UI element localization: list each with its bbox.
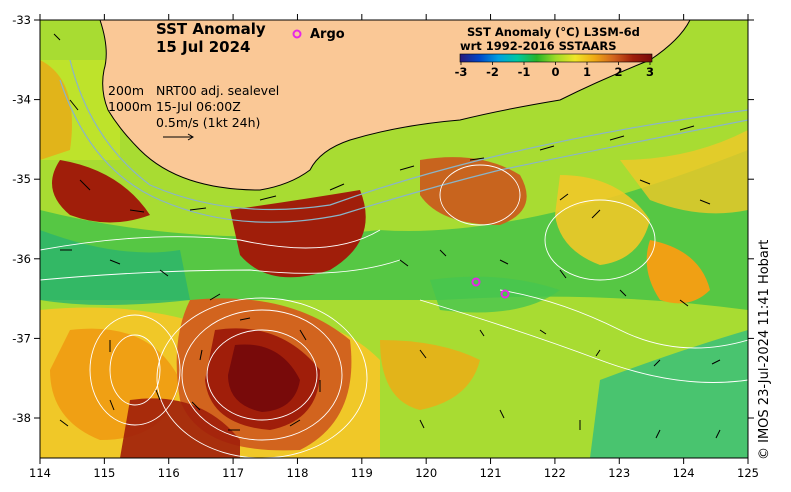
argo-legend-icon [292,29,302,39]
longitude-tick-label: 122 [544,466,566,480]
longitude-tick-label: 119 [351,466,373,480]
argo-legend-label: Argo [310,27,345,42]
colorbar-title-2: wrt 1992-2016 SSTAARS [460,39,617,53]
contour-legend-200m: 200m [108,83,144,98]
latitude-tick-label: -35 [12,172,31,186]
argo-float-2 [500,289,510,299]
vector-scale-label: 0.5m/s (1kt 24h) [156,115,260,130]
latitude-tick-label: -36 [12,252,31,266]
land-mass [99,20,691,191]
longitude-tick-label: 118 [286,466,308,480]
longitude-axis: 114 115 116 117 118 119 120 121 122 123 124 125 [29,14,759,480]
credit-text: © IMOS 23-Jul-2024 11:41 Hobart [757,239,772,460]
latitude-tick-label: -38 [12,411,31,425]
contour-legend-1000m: 1000m [108,99,152,114]
sealevel-label: NRT00 adj. sealevel [156,83,279,98]
colorbar-ticks: -3 -2 -1 0 1 2 3 [455,62,654,79]
longitude-tick-label: 121 [480,466,502,480]
longitude-tick-label: 116 [158,466,180,480]
map-title-line2: 15 Jul 2024 [156,38,250,56]
longitude-tick-label: 124 [673,466,695,480]
colorbar-tick-label: 2 [614,65,622,79]
longitude-tick-label: 117 [222,466,244,480]
latitude-tick-label: -37 [12,331,31,345]
colorbar [459,53,653,63]
longitude-tick-label: 123 [608,466,630,480]
sealevel-time: 15-Jul 06:00Z [156,99,241,114]
sst-field [40,20,748,458]
map-title-line1: SST Anomaly [156,20,266,38]
colorbar-tick-label: 0 [551,65,559,79]
latitude-tick-label: -34 [12,93,31,107]
sealevel-contours [40,164,748,458]
longitude-tick-label: 125 [737,466,759,480]
current-vectors [53,33,721,439]
argo-float-1 [471,277,481,287]
colorbar-title-1: SST Anomaly (°C) L3SM-6d [467,25,640,39]
longitude-tick-label: 115 [93,466,115,480]
latitude-axis: -33-34-35-36-37-38 [12,13,754,425]
colorbar-tick-label: -3 [455,65,468,79]
latitude-tick-label: -33 [12,13,31,27]
longitude-tick-label: 120 [415,466,437,480]
colorbar-tick-label: 1 [583,65,591,79]
colorbar-tick-label: 3 [646,65,654,79]
colorbar-tick-label: -1 [518,65,531,79]
colorbar-tick-label: -2 [486,65,499,79]
longitude-tick-label: 114 [29,466,51,480]
